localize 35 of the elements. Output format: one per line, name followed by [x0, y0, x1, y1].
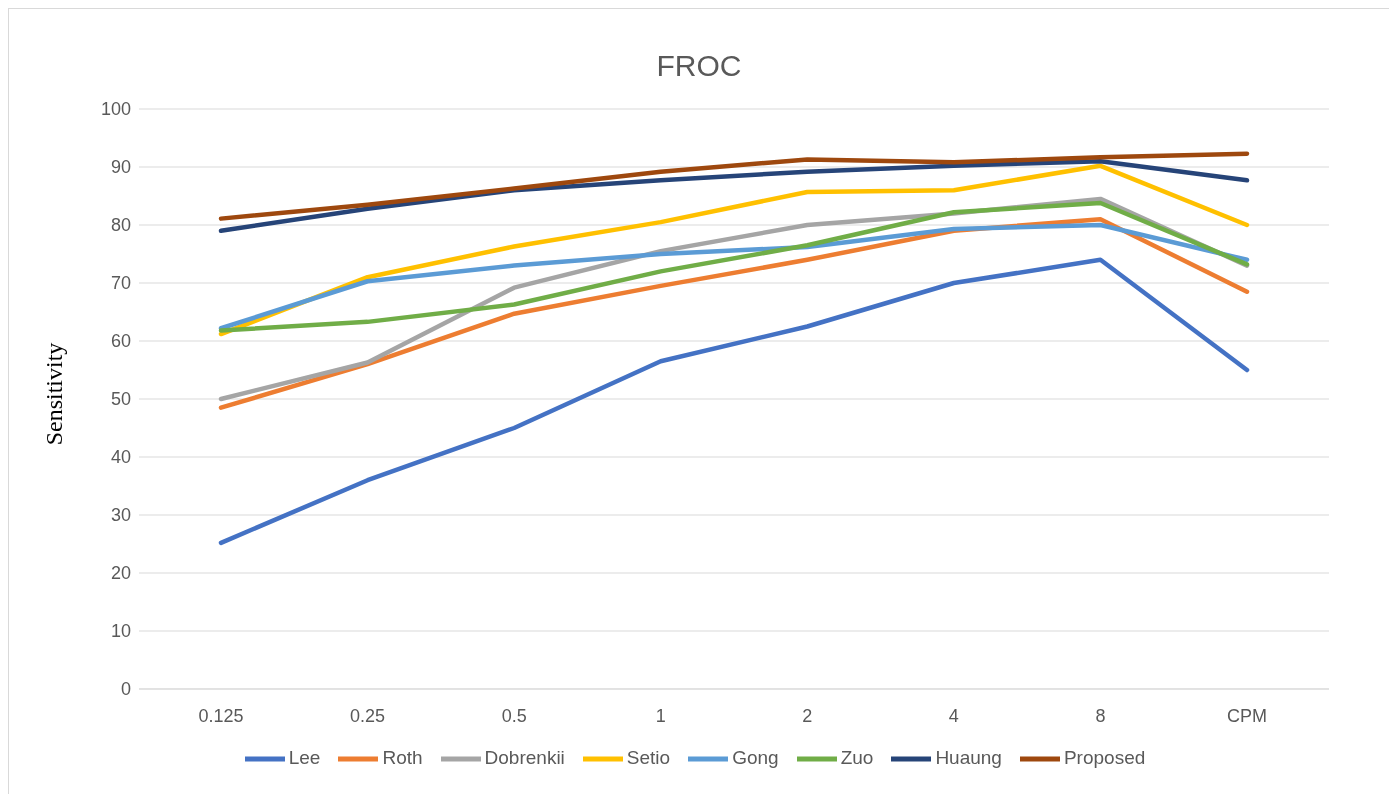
x-tick-label: 2: [802, 705, 813, 726]
x-tick-label: 8: [1095, 705, 1106, 726]
x-tick-label: CPM: [1227, 705, 1267, 726]
line-series: [218, 158, 1250, 234]
y-tick-label: 80: [110, 215, 131, 236]
x-tick-label: 0.125: [198, 705, 244, 726]
legend-label: Zuo: [840, 747, 874, 769]
legend-label: Gong: [732, 747, 779, 769]
line-series: [218, 222, 1250, 331]
x-tick-label: 0.5: [501, 705, 527, 726]
y-tick-label: 50: [110, 389, 131, 410]
line-series: [218, 257, 1250, 546]
y-tick-label: 10: [110, 621, 131, 642]
y-axis-title: Sensitivity: [40, 342, 68, 446]
y-tick-label: 20: [110, 563, 131, 584]
x-tick-label: 1: [655, 705, 666, 726]
y-tick-label: 90: [110, 157, 131, 178]
legend-label: Proposed: [1063, 747, 1146, 769]
y-tick-label: 100: [100, 99, 131, 120]
x-tick-label: 4: [948, 705, 959, 726]
y-tick-label: 40: [110, 447, 131, 468]
legend-label: Setio: [626, 747, 671, 769]
legend-label: Lee: [288, 747, 321, 769]
y-tick-label: 30: [110, 505, 131, 526]
legend-label: Roth: [382, 747, 423, 769]
legend-label: Huaung: [935, 747, 1002, 769]
legend-label: Dobrenkii: [484, 747, 565, 769]
y-tick-label: 70: [110, 273, 131, 294]
x-tick-label: 0.25: [350, 705, 386, 726]
y-tick-label: 0: [120, 679, 131, 700]
line-series: [218, 163, 1250, 337]
y-tick-label: 60: [110, 331, 131, 352]
chart-title: FROC: [655, 49, 743, 83]
line-series: [218, 151, 1250, 221]
line-series: [218, 200, 1250, 333]
